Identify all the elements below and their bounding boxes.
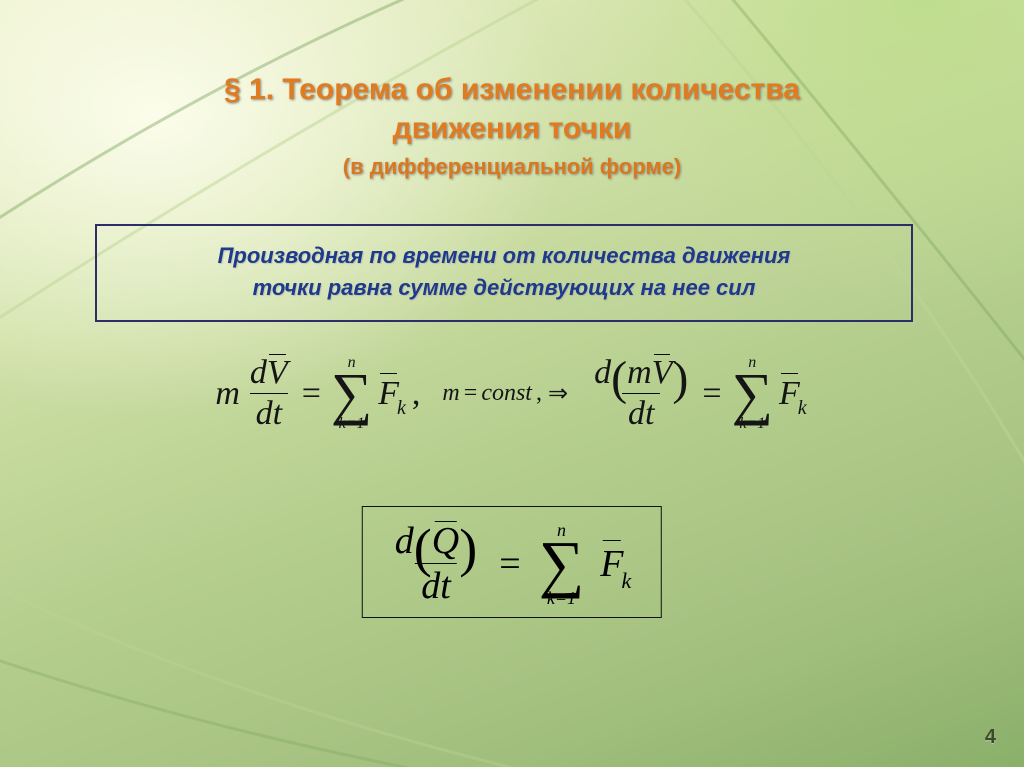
sigma-1: ∑	[331, 371, 372, 416]
sym-t2: t	[645, 395, 654, 432]
title-line-2: движения точки	[0, 109, 1024, 148]
sym-d: d	[250, 354, 267, 391]
sum-k-1: k	[339, 415, 346, 432]
subtitle: (в дифференциальной форме)	[0, 154, 1024, 180]
sum-1-1: 1	[357, 415, 365, 432]
term-Fk-2: Fk	[779, 375, 809, 413]
term-Fk-3: Fk	[600, 542, 633, 586]
rparen-1: )	[672, 365, 688, 394]
sum-k-3: k	[547, 588, 555, 608]
sym-eq-1: =	[302, 375, 321, 413]
sigma-3: ∑	[539, 539, 585, 589]
equation-mid: m = const, ⇒	[442, 379, 568, 408]
sum-k-2: k	[739, 415, 746, 432]
sym-t3: t	[440, 565, 451, 607]
sym-Q-bar: Q	[432, 522, 459, 560]
rparen-2: )	[459, 532, 477, 564]
statement-line-2: точки равна сумме действующих на нее сил	[115, 272, 893, 304]
sym-k-sub-3: k	[621, 568, 631, 593]
sum-3: n ∑ k=1	[539, 521, 585, 607]
sum-1-2: 1	[757, 415, 765, 432]
lparen-1: (	[611, 365, 627, 394]
title-block: § 1. Теорема об изменении количества дви…	[0, 70, 1024, 180]
mid-const: const	[481, 380, 532, 407]
statement-line-1: Производная по времени от количества дви…	[115, 240, 893, 272]
statement-box: Производная по времени от количества дви…	[95, 224, 913, 322]
sym-m2: m	[627, 356, 652, 390]
sym-t: t	[273, 395, 282, 432]
sum-1: n ∑ k=1	[331, 355, 372, 432]
sum-1-3: 1	[567, 588, 576, 608]
fraction-dv-dt: dV dt	[246, 356, 292, 431]
sym-d4: d	[628, 395, 645, 432]
sym-d2: d	[256, 395, 273, 432]
fraction-dQ-dt: d ( Q ) dt	[391, 522, 481, 605]
sym-k-sub-2: k	[798, 397, 807, 419]
mid-implies: ⇒	[548, 379, 568, 408]
mid-eq: =	[464, 380, 478, 407]
equation-row: m dV dt = n ∑ k=1 Fk , m =	[0, 355, 1024, 432]
sym-eq-3: =	[499, 542, 520, 586]
mid-m: m	[442, 380, 459, 407]
sum-2: n ∑ k=1	[732, 355, 773, 432]
sym-F-2: F	[779, 375, 800, 413]
sym-eq-2: =	[702, 375, 721, 413]
equation-1: m dV dt = n ∑ k=1 Fk ,	[215, 355, 420, 432]
equation-2: d ( mV ) dt = n ∑ k=1 Fk	[590, 355, 809, 432]
sigma-2: ∑	[732, 371, 773, 416]
fraction-dmv-dt: d ( mV ) dt	[590, 356, 692, 431]
sym-V-bar-2: V	[652, 356, 673, 390]
page-number: 4	[985, 726, 996, 749]
sym-V-bar: V	[267, 356, 288, 390]
term-Fk-1: Fk	[378, 375, 408, 413]
sym-comma-1: ,	[412, 375, 421, 413]
sym-m: m	[215, 375, 240, 413]
sym-d3: d	[594, 356, 611, 390]
sym-d5: d	[395, 522, 414, 560]
sym-k-sub-1: k	[397, 397, 406, 419]
lparen-2: (	[414, 532, 432, 564]
sym-F-1: F	[378, 375, 399, 413]
title-line-1: § 1. Теорема об изменении количества	[0, 70, 1024, 109]
slide: § 1. Теорема об изменении количества дви…	[0, 0, 1024, 767]
mid-comma: ,	[536, 380, 542, 407]
sym-F-3: F	[600, 542, 623, 586]
equation-boxed: d ( Q ) dt = n ∑ k=1 Fk	[362, 506, 662, 618]
